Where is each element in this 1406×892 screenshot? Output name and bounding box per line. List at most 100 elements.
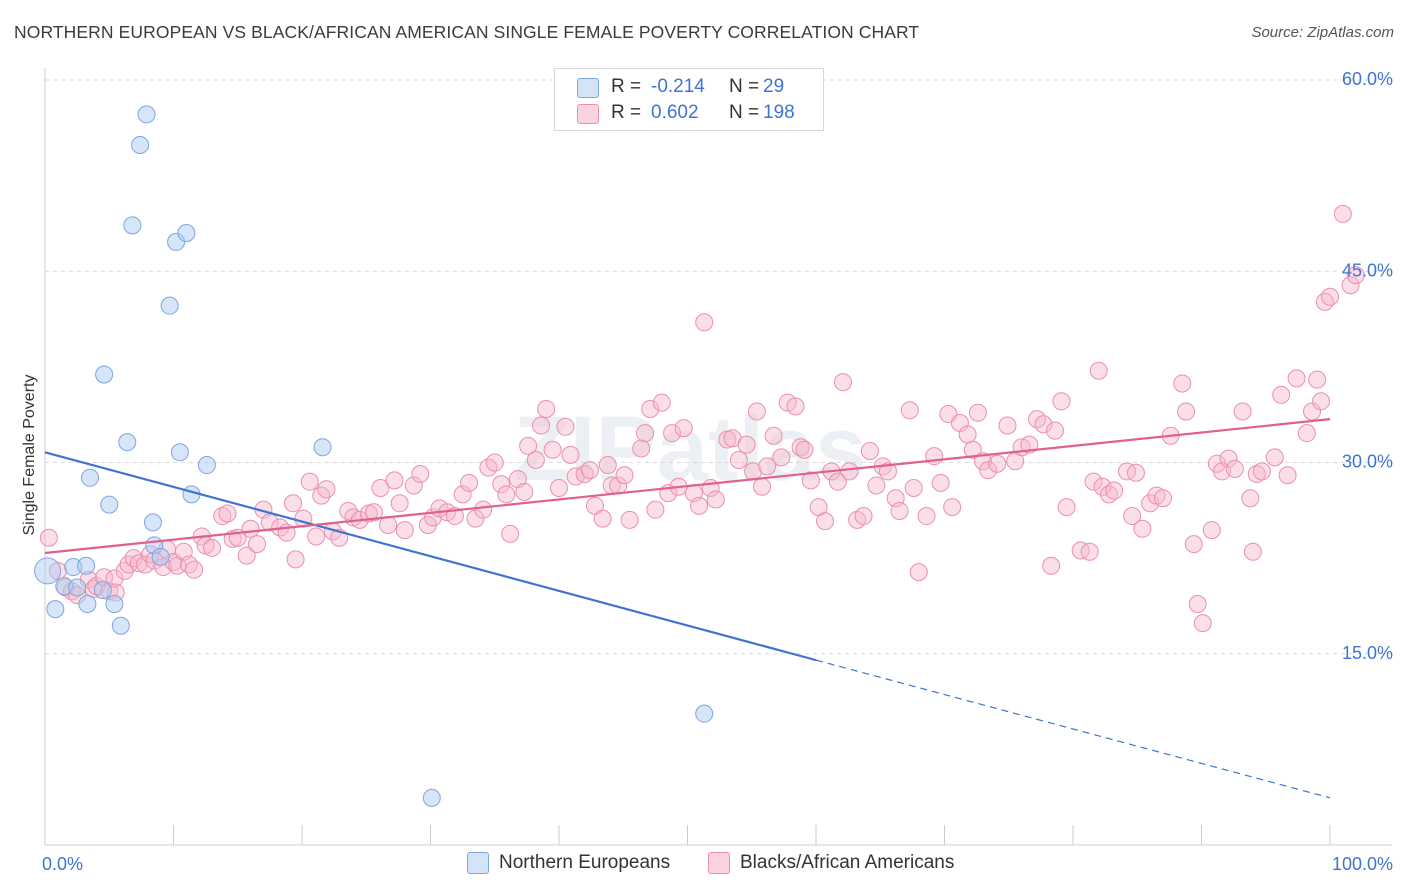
data-point-blacks (1233, 402, 1252, 421)
data-point-blacks (620, 510, 639, 529)
data-point-northern-europeans (95, 365, 114, 384)
data-point-blacks (1089, 361, 1108, 380)
data-point-blacks (974, 452, 993, 471)
data-point-blacks (371, 479, 390, 497)
data-point-blacks (1193, 614, 1212, 633)
y-tick-label: 30.0% (1342, 452, 1393, 472)
data-point-blacks (526, 450, 545, 469)
data-point-blacks (764, 426, 783, 445)
data-point-blacks (1105, 481, 1124, 500)
legend-r-label: R = (611, 76, 642, 97)
trend-line-northern-europeans-extrapolated (815, 659, 1331, 799)
data-point-blacks (1020, 435, 1039, 454)
legend-r-label: R = (611, 102, 642, 123)
data-point-blacks (758, 457, 777, 476)
data-point-blacks (379, 515, 398, 534)
data-point-blacks (286, 550, 305, 569)
data-point-blacks (663, 424, 682, 443)
data-point-northern-europeans (68, 578, 87, 597)
trend-line-blacks (44, 418, 1331, 555)
data-point-northern-europeans (93, 581, 112, 599)
data-point-blacks (105, 569, 124, 588)
data-point-northern-europeans (177, 224, 196, 242)
data-point-blacks (833, 373, 852, 392)
data-point-blacks (753, 477, 772, 496)
data-point-blacks (706, 490, 725, 509)
bottom-legend-label: Northern Europeans (499, 852, 671, 873)
data-point-northern-europeans (123, 216, 142, 235)
data-point-blacks (1272, 385, 1291, 404)
series-northern-europeans-points (34, 105, 714, 807)
data-point-blacks (241, 519, 260, 538)
data-point-blacks (1278, 466, 1297, 485)
data-point-northern-europeans (111, 616, 130, 635)
legend-swatch-blue (577, 78, 599, 98)
data-point-blacks (795, 440, 814, 459)
data-point-blacks (395, 521, 414, 540)
data-point-northern-europeans (695, 704, 714, 723)
data-point-blacks (453, 485, 472, 504)
data-point-blacks (1084, 472, 1103, 491)
data-point-blacks (1346, 266, 1365, 285)
data-point-blacks (39, 528, 58, 547)
x-tick-label: 100.0% (1332, 854, 1393, 874)
data-point-blacks (1241, 489, 1260, 508)
data-point-northern-europeans (105, 595, 124, 614)
data-point-northern-europeans (197, 456, 216, 475)
data-point-blacks (904, 479, 923, 497)
data-point-blacks (1177, 402, 1196, 421)
data-point-blacks (840, 462, 859, 481)
trend-line-northern-europeans (44, 451, 817, 662)
tick-labels: 15.0% 30.0% 45.0% 60.0% 0.0% 100.0% (42, 69, 1393, 874)
bottom-legend-swatch-blue (467, 852, 489, 874)
data-point-blacks (1287, 369, 1306, 388)
data-point-blacks (474, 500, 493, 519)
data-point-blacks (646, 500, 665, 519)
data-point-blacks (515, 482, 534, 501)
legend: R = -0.214 N = 29 R = 0.602 N = 198 (554, 68, 824, 131)
source-label: Source: ZipAtlas.com (1251, 24, 1394, 41)
data-point-blacks (1153, 489, 1172, 508)
data-point-blacks (636, 424, 655, 443)
data-point-blacks (307, 527, 326, 546)
data-point-northern-europeans (422, 788, 441, 807)
data-point-blacks (1312, 392, 1331, 411)
data-point-northern-europeans (100, 495, 119, 514)
data-point-blacks (1046, 421, 1065, 440)
data-point-northern-europeans (160, 296, 179, 315)
data-point-blacks (1333, 204, 1352, 223)
data-point-blacks (1219, 449, 1238, 468)
data-point-blacks (867, 476, 886, 495)
data-point-blacks (1080, 542, 1099, 561)
data-point-blacks (979, 461, 998, 480)
data-point-blacks (1225, 459, 1244, 478)
y-tick-label: 15.0% (1342, 643, 1393, 663)
data-point-northern-europeans (77, 556, 96, 575)
data-point-blacks (943, 498, 962, 517)
data-point-blacks (615, 466, 634, 485)
data-point-blacks (1117, 462, 1136, 481)
data-point-blacks (1315, 292, 1334, 311)
data-point-northern-europeans (78, 595, 97, 614)
data-point-blacks (550, 479, 568, 497)
data-point-northern-europeans (34, 557, 62, 585)
data-point-blacks (1034, 415, 1053, 434)
data-point-blacks (641, 399, 660, 418)
data-point-northern-europeans (118, 433, 137, 452)
axes (44, 68, 1392, 846)
data-point-blacks (136, 555, 155, 574)
legend-n-value: 198 (763, 102, 795, 123)
data-point-blacks (213, 507, 232, 526)
data-point-blacks (1265, 448, 1284, 467)
legend-n-value: 29 (763, 76, 785, 97)
data-point-blacks (404, 476, 423, 495)
data-point-blacks (1057, 498, 1076, 517)
data-point-northern-europeans (137, 105, 156, 124)
data-point-blacks (1133, 519, 1152, 538)
data-point-blacks (1308, 370, 1327, 389)
data-point-blacks (1188, 595, 1207, 614)
data-point-northern-europeans (170, 443, 189, 462)
data-point-blacks (854, 507, 873, 526)
data-point-blacks (878, 462, 897, 481)
